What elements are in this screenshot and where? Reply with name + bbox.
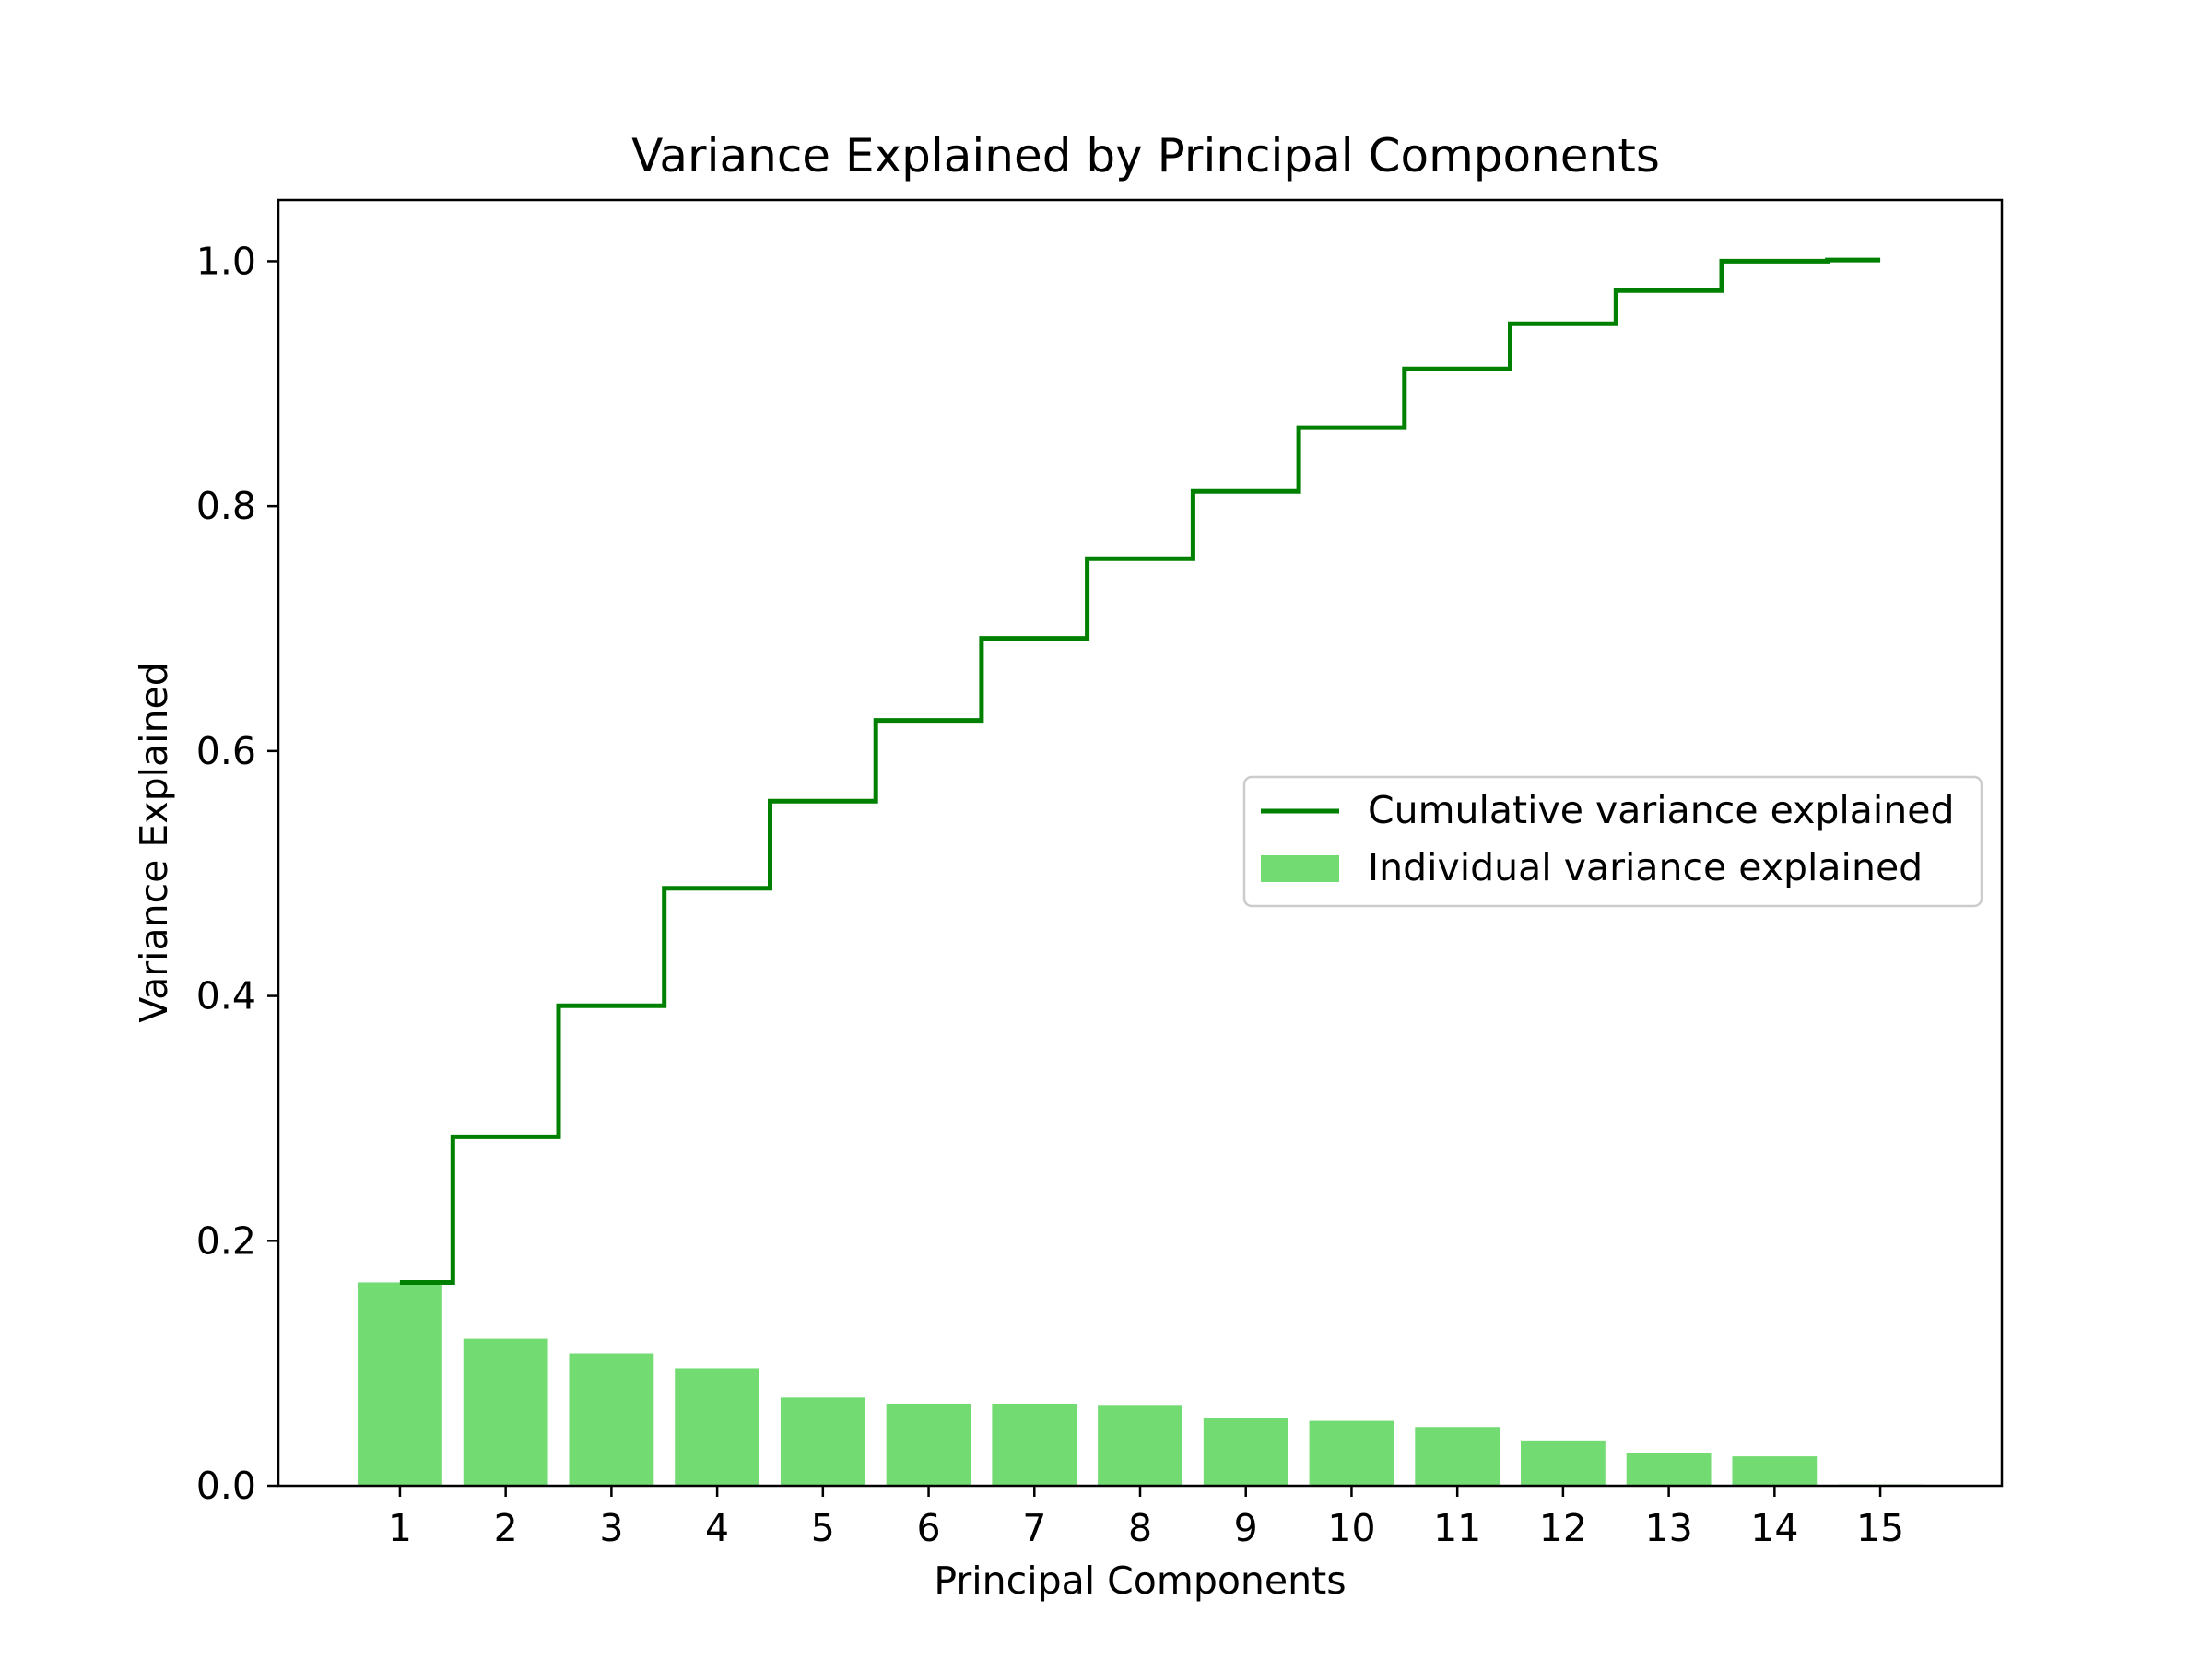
- x-tick-label: 12: [1539, 1506, 1587, 1550]
- x-tick-label: 6: [917, 1506, 941, 1550]
- chart-title: Variance Explained by Principal Componen…: [631, 129, 1660, 182]
- bar-pc-7: [992, 1403, 1077, 1486]
- x-tick-label: 3: [599, 1506, 623, 1550]
- bar-pc-1: [358, 1282, 442, 1486]
- x-tick-label: 7: [1022, 1506, 1046, 1550]
- bar-pc-6: [886, 1403, 971, 1486]
- bar-pc-8: [1098, 1405, 1182, 1486]
- cumulative-variance-line: [399, 257, 1881, 1285]
- x-tick-label: 5: [811, 1506, 835, 1550]
- x-axis: 1 2 3 4 5 6 7 8 9 10 11 12 13 14 15: [388, 1486, 1904, 1550]
- x-tick-label: 8: [1128, 1506, 1152, 1550]
- y-tick-label: 1.0: [196, 239, 256, 283]
- bar-pc-2: [463, 1338, 548, 1486]
- x-tick-label: 1: [388, 1506, 412, 1550]
- bar-pc-11: [1415, 1427, 1500, 1486]
- legend-swatch-individual: [1261, 855, 1339, 882]
- x-tick-label: 2: [494, 1506, 518, 1550]
- bar-pc-9: [1203, 1418, 1288, 1486]
- y-tick-label: 0.0: [196, 1464, 256, 1508]
- x-tick-label: 13: [1645, 1506, 1693, 1550]
- y-tick-label: 0.6: [196, 729, 256, 773]
- bar-pc-3: [569, 1353, 654, 1486]
- x-tick-label: 15: [1856, 1506, 1904, 1550]
- x-tick-label: 11: [1433, 1506, 1481, 1550]
- legend-label-cumulative: Cumulative variance explained: [1368, 788, 1955, 832]
- y-tick-label: 0.2: [196, 1218, 256, 1263]
- bar-pc-10: [1309, 1420, 1394, 1486]
- bar-pc-12: [1521, 1440, 1606, 1486]
- x-tick-label: 4: [705, 1506, 729, 1550]
- bar-pc-13: [1626, 1453, 1712, 1486]
- bar-pc-14: [1732, 1456, 1818, 1486]
- legend-label-individual: Individual variance explained: [1368, 845, 1923, 889]
- y-tick-label: 0.4: [196, 974, 256, 1018]
- bars-layer: [358, 1282, 1923, 1486]
- cumulative-line-layer: [399, 257, 1881, 1285]
- bar-pc-4: [675, 1368, 759, 1486]
- bar-pc-5: [780, 1397, 865, 1486]
- x-tick-label: 9: [1234, 1506, 1258, 1550]
- y-tick-label: 0.8: [196, 484, 256, 528]
- x-axis-label: Principal Components: [934, 1559, 1346, 1603]
- x-tick-label: 10: [1327, 1506, 1375, 1550]
- legend-box: [1242, 775, 1983, 908]
- y-axis-label: Variance Explained: [132, 662, 176, 1022]
- x-tick-label: 14: [1750, 1506, 1798, 1550]
- y-axis: 0.0 0.2 0.4 0.6 0.8 1.0: [196, 239, 278, 1508]
- legend: Cumulative variance explained Individual…: [1242, 775, 1983, 908]
